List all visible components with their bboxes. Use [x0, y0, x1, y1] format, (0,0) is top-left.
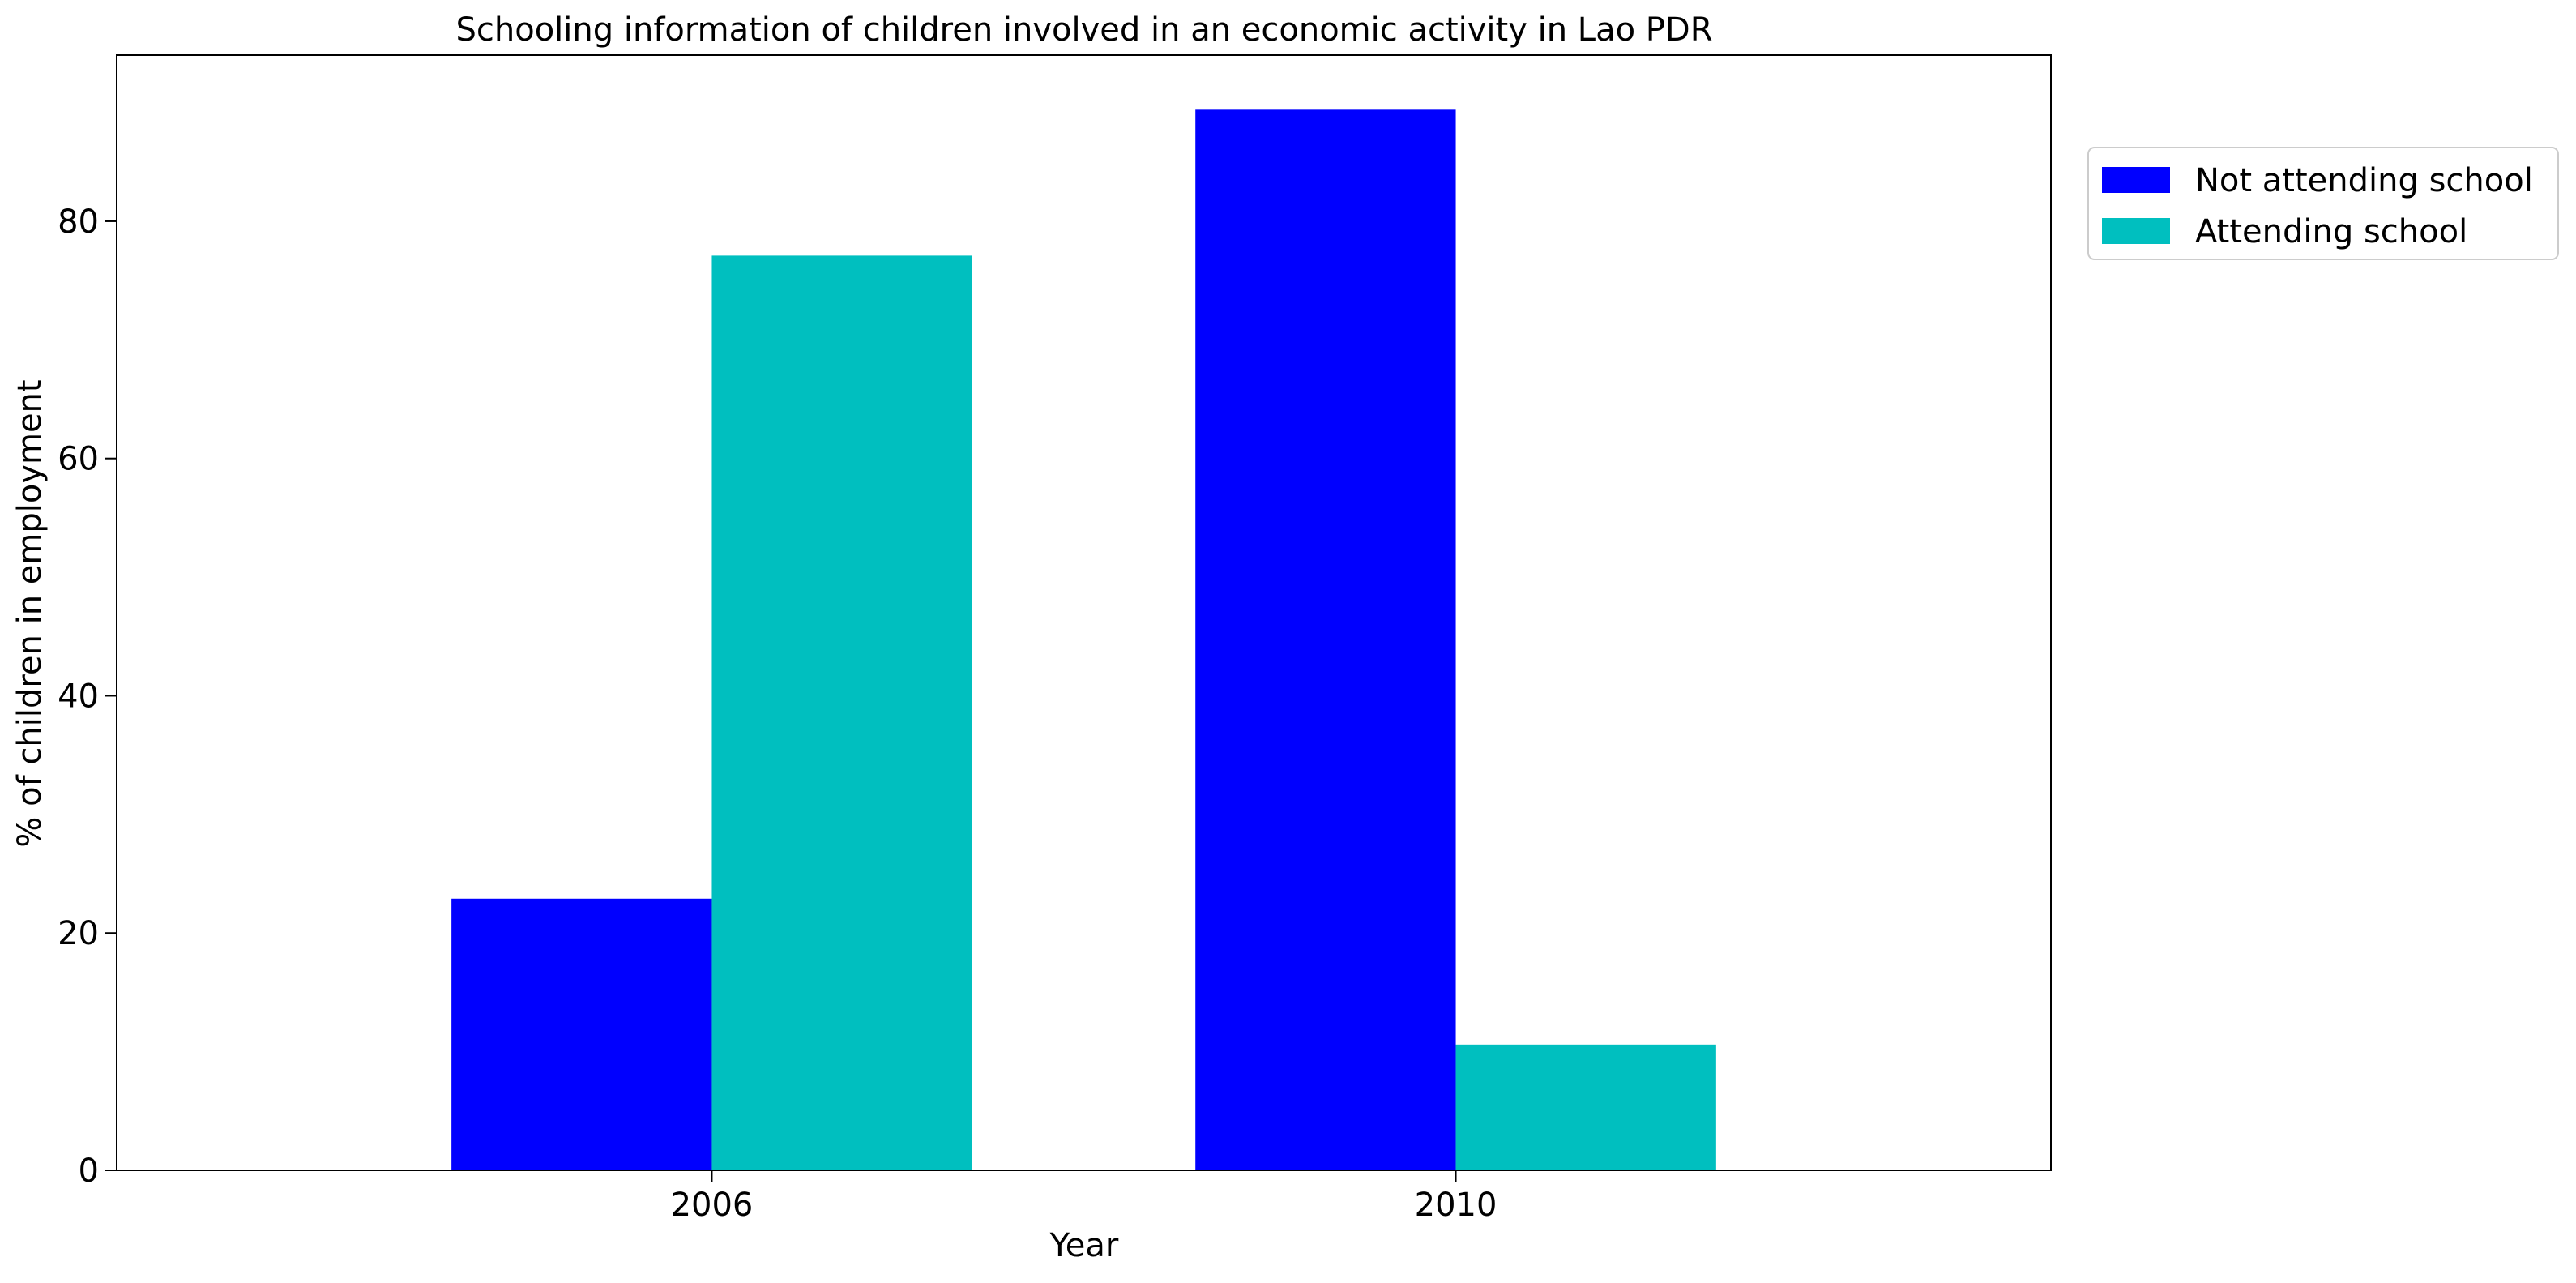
y-tick-label: 60 — [58, 441, 99, 478]
axes-group: 0 20 40 60 80 2006 2010 — [58, 54, 2052, 1224]
bar-not-attending-school-2010 — [1195, 109, 1456, 1170]
y-tick-label: 20 — [58, 915, 99, 952]
legend-swatch — [2102, 167, 2170, 193]
legend-label: Attending school — [2195, 213, 2467, 250]
legend-label: Not attending school — [2195, 162, 2533, 199]
x-tick-label: 2006 — [671, 1187, 754, 1224]
legend: Not attending school Attending school — [2087, 147, 2559, 260]
legend-box — [2087, 147, 2559, 260]
bar-attending-school-2006 — [711, 255, 972, 1171]
y-tick-label: 0 — [79, 1153, 99, 1190]
y-tick-label: 40 — [58, 678, 99, 715]
bar-attending-school-2010 — [1455, 1044, 1716, 1170]
x-tick-label: 2010 — [1415, 1187, 1497, 1224]
chart-title: Schooling information of children involv… — [456, 11, 1713, 49]
plot-frame — [116, 54, 2052, 1171]
bars-group — [451, 109, 1716, 1171]
legend-swatch — [2102, 218, 2170, 244]
bar-not-attending-school-2006 — [451, 898, 712, 1170]
x-axis-label: Year — [1049, 1227, 1119, 1264]
y-tick-label: 80 — [58, 203, 99, 241]
y-axis-label: % of children in employment — [11, 379, 49, 847]
